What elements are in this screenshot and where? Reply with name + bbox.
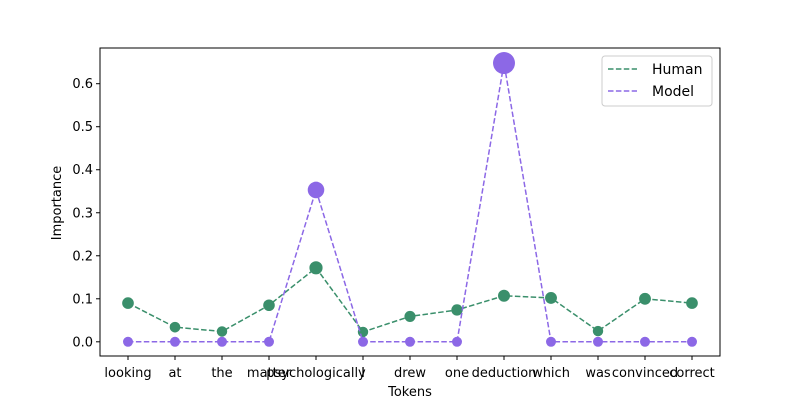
x-tick-label: looking [104,366,151,381]
legend: Human Model [601,55,713,107]
y-axis: 0.0 0.1 0.2 0.3 0.4 0.5 0.6 [72,77,100,350]
data-point-human [169,321,181,333]
y-tick-label: 0.4 [72,163,93,178]
legend-box [601,55,713,107]
y-tick-label: 0.1 [72,292,93,307]
data-point-model [452,336,462,347]
x-tick-label: which [532,366,570,381]
data-point-model [307,181,325,199]
x-axis-label: Tokens [387,385,432,400]
data-point-human [122,297,134,309]
data-point-human [639,292,651,305]
data-point-model [264,336,274,347]
data-point-model [123,336,133,347]
y-tick-label: 0.3 [72,206,93,221]
data-point-human [686,297,698,309]
x-tick-label: drew [394,366,426,381]
data-point-model [405,336,415,347]
data-point-model [593,336,603,347]
data-point-human [498,289,510,302]
y-axis-label: Importance [50,166,65,241]
data-point-human [309,261,323,275]
series-human [122,261,698,338]
data-point-model [493,52,515,75]
legend-label-model: Model [652,84,694,100]
legend-label-human: Human [652,62,703,78]
data-point-model [170,336,180,347]
y-tick-label: 0.6 [72,77,93,92]
data-point-human [451,304,463,316]
y-tick-label: 0.5 [72,120,93,135]
x-tick-label: psychologically [266,366,366,381]
x-tick-label: was [585,366,611,381]
data-point-human [263,299,275,312]
x-tick-label: convinced [612,366,678,381]
x-tick-label: at [168,366,181,381]
y-tick-label: 0.0 [72,335,93,350]
series-model [123,52,697,347]
data-point-human [545,291,557,304]
data-point-model [640,336,650,347]
x-tick-label: I [361,366,365,381]
x-tick-label: one [445,366,469,381]
series-layer [122,52,698,347]
x-tick-label: the [211,366,232,381]
data-point-human [216,326,228,337]
x-tick-label: correct [669,366,715,381]
x-tick-label: matter [247,366,292,381]
data-point-model [217,336,227,347]
data-point-human [592,325,604,337]
data-point-human [404,310,416,322]
data-point-model [358,336,368,347]
x-tick-label: deduction [472,366,537,381]
data-point-model [687,336,697,347]
data-point-model [546,336,556,347]
y-tick-label: 0.2 [72,249,93,264]
